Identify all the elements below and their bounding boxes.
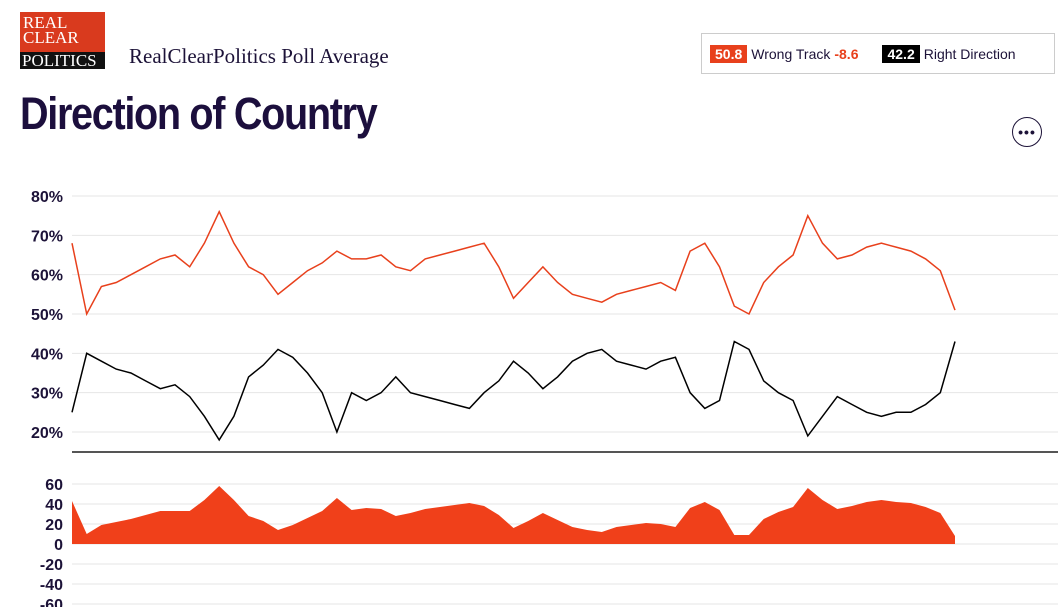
y-tick-label: 70% (31, 228, 63, 245)
wrong-track-label: Wrong Track (751, 45, 831, 62)
more-options-button[interactable]: ••• (1012, 117, 1042, 147)
y-tick-label: 60 (45, 477, 63, 494)
y-tick-label: 0 (54, 537, 63, 554)
y-tick-label: 20 (45, 517, 63, 534)
right-direction-value: 42.2 (882, 44, 920, 63)
wrong-track-value: 50.8 (710, 44, 748, 63)
right-direction-line (71, 340, 956, 442)
y-tick-label: -60 (40, 597, 63, 607)
y-tick-label: 80% (31, 189, 63, 206)
y-tick-label: 30% (31, 386, 63, 403)
y-tick-label: 40% (31, 346, 63, 363)
y-tick-label: -40 (40, 577, 63, 594)
legend: 50.8 Wrong Track -8.6 42.2 Right Directi… (701, 33, 1055, 74)
y-tick-label: 60% (31, 268, 63, 285)
y-tick-label: 20% (31, 425, 63, 442)
y-tick-label: -20 (40, 557, 63, 574)
y-tick-label: 50% (31, 307, 63, 324)
y-tick-label: 40 (45, 497, 63, 514)
page-title: Direction of Country (20, 88, 378, 139)
spread-value: -8.6 (834, 45, 859, 62)
subtitle: RealClearPolitics Poll Average (129, 44, 389, 68)
rcp-logo[interactable]: REAL CLEAR POLITICS (20, 12, 105, 69)
spread-area (72, 486, 955, 544)
wrong-track-line (71, 209, 956, 317)
right-direction-label: Right Direction (923, 45, 1016, 62)
